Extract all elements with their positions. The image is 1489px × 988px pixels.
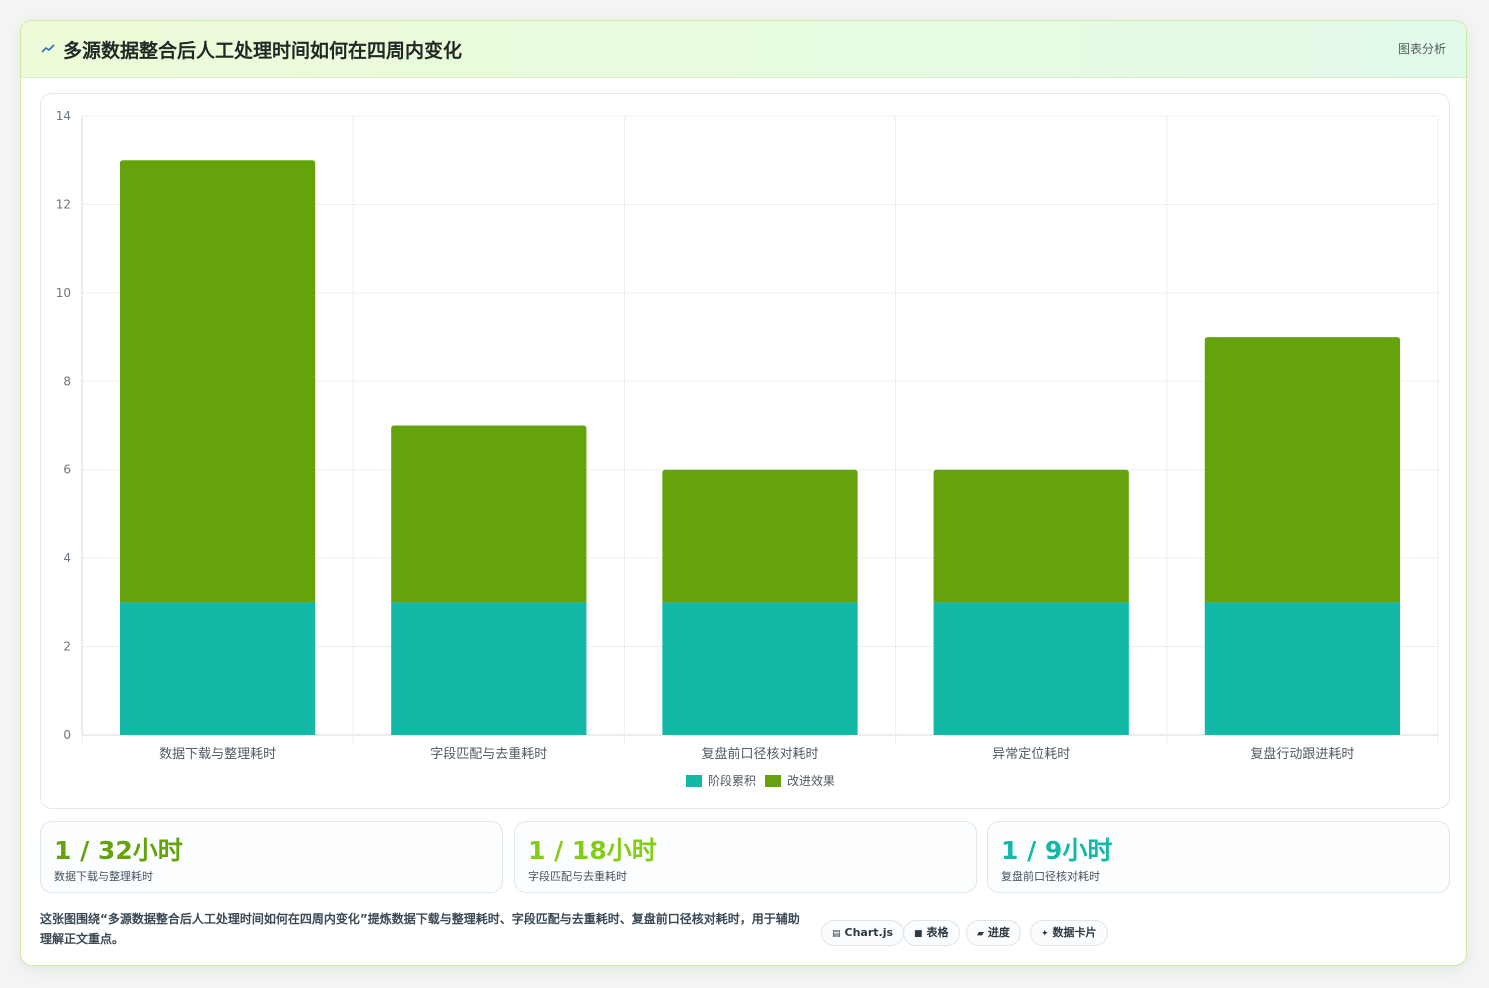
y-tick-label: 0 [63,728,71,742]
chip-table[interactable]: ■ 表格 [903,920,960,946]
chart-icon: ▤ [832,929,841,939]
x-tick-label: 字段匹配与去重耗时 [430,746,547,762]
bar-segment[interactable] [662,602,858,735]
card-header: 多源数据整合后人工处理时间如何在四周内变化 图表分析 [21,21,1466,78]
bar-segment[interactable] [662,469,858,603]
kpi-value: 1 / 9小时 [1001,836,1113,865]
bar-segment[interactable] [1204,337,1401,603]
legend-swatch[interactable] [765,775,781,787]
chart-card: 多源数据整合后人工处理时间如何在四周内变化 图表分析 0 2 4 6 8 10 12 14 数据… [20,20,1467,966]
x-tick-label: 复盘前口径核对耗时 [701,746,818,762]
page-title: 多源数据整合后人工处理时间如何在四周内变化 [63,40,463,62]
y-tick-label: 2 [63,640,71,654]
kpi-value: 1 / 32小时 [54,836,183,865]
chip-chartjs[interactable]: ▤ Chart.js [821,920,905,946]
bar-segment[interactable] [933,469,1129,603]
y-tick-label: 8 [63,374,71,388]
chip-label: Chart.js [844,926,894,939]
trend-icon [41,44,55,53]
table-icon: ■ [914,929,923,939]
chart-analysis-badge: 图表分析 [1397,42,1446,56]
chart-description: 这张图围绕“多源数据整合后人工处理时间如何在四周内变化”提炼数据下载与整理耗时、… [40,912,800,946]
y-tick-label: 4 [63,551,71,565]
kpi-card: 1 / 32小时 数据下载与整理耗时 [40,821,503,893]
y-tick-label: 14 [56,109,71,123]
x-tick-label: 异常定位耗时 [992,747,1070,762]
progress-icon: ▰ [977,929,984,939]
y-tick-label: 12 [56,197,71,211]
bar-segment[interactable] [391,425,587,603]
bar-segment[interactable] [1204,602,1401,735]
chip-progress[interactable]: ▰ 进度 [966,920,1021,946]
kpi-card: 1 / 18小时 字段匹配与去重耗时 [514,821,977,893]
stacked-bar-chart: 0 2 4 6 8 10 12 14 数据下载与整理耗时 字段匹配与去重耗时 复盘前口径核对耗时 异常… [56,109,1439,788]
y-tick-label: 6 [63,463,71,477]
bar-segment[interactable] [119,160,316,603]
kpi-label: 数据下载与整理耗时 [54,870,153,883]
bar-segment[interactable] [933,602,1129,735]
chip-data-card[interactable]: ✦ 数据卡片 [1030,920,1108,946]
kpi-value: 1 / 18小时 [528,836,657,865]
chart-panel: 0 2 4 6 8 10 12 14 数据下载与整理耗时 字段匹配与去重耗时 复盘前口径核对耗时 异常… [40,93,1450,809]
kpi-row: 1 / 32小时 数据下载与整理耗时 1 / 18小时 字段匹配与去重耗时 1 … [40,821,1450,895]
sparkle-icon: ✦ [1041,929,1049,939]
bar-segment[interactable] [119,602,316,735]
chip-label: 数据卡片 [1052,926,1097,939]
kpi-label: 字段匹配与去重耗时 [528,870,627,883]
kpi-label: 复盘前口径核对耗时 [1001,870,1100,883]
bar-segment[interactable] [391,602,587,735]
legend-label[interactable]: 阶段累积 [708,773,756,788]
chip-label: 进度 [987,926,1010,939]
x-tick-label: 数据下载与整理耗时 [159,747,276,762]
chip-label: 表格 [926,926,949,939]
x-tick-label: 复盘行动跟进耗时 [1250,746,1354,762]
y-tick-label: 10 [56,286,71,300]
legend-swatch[interactable] [686,775,702,787]
kpi-card: 1 / 9小时 复盘前口径核对耗时 [987,821,1450,893]
legend-label[interactable]: 改进效果 [787,773,835,788]
